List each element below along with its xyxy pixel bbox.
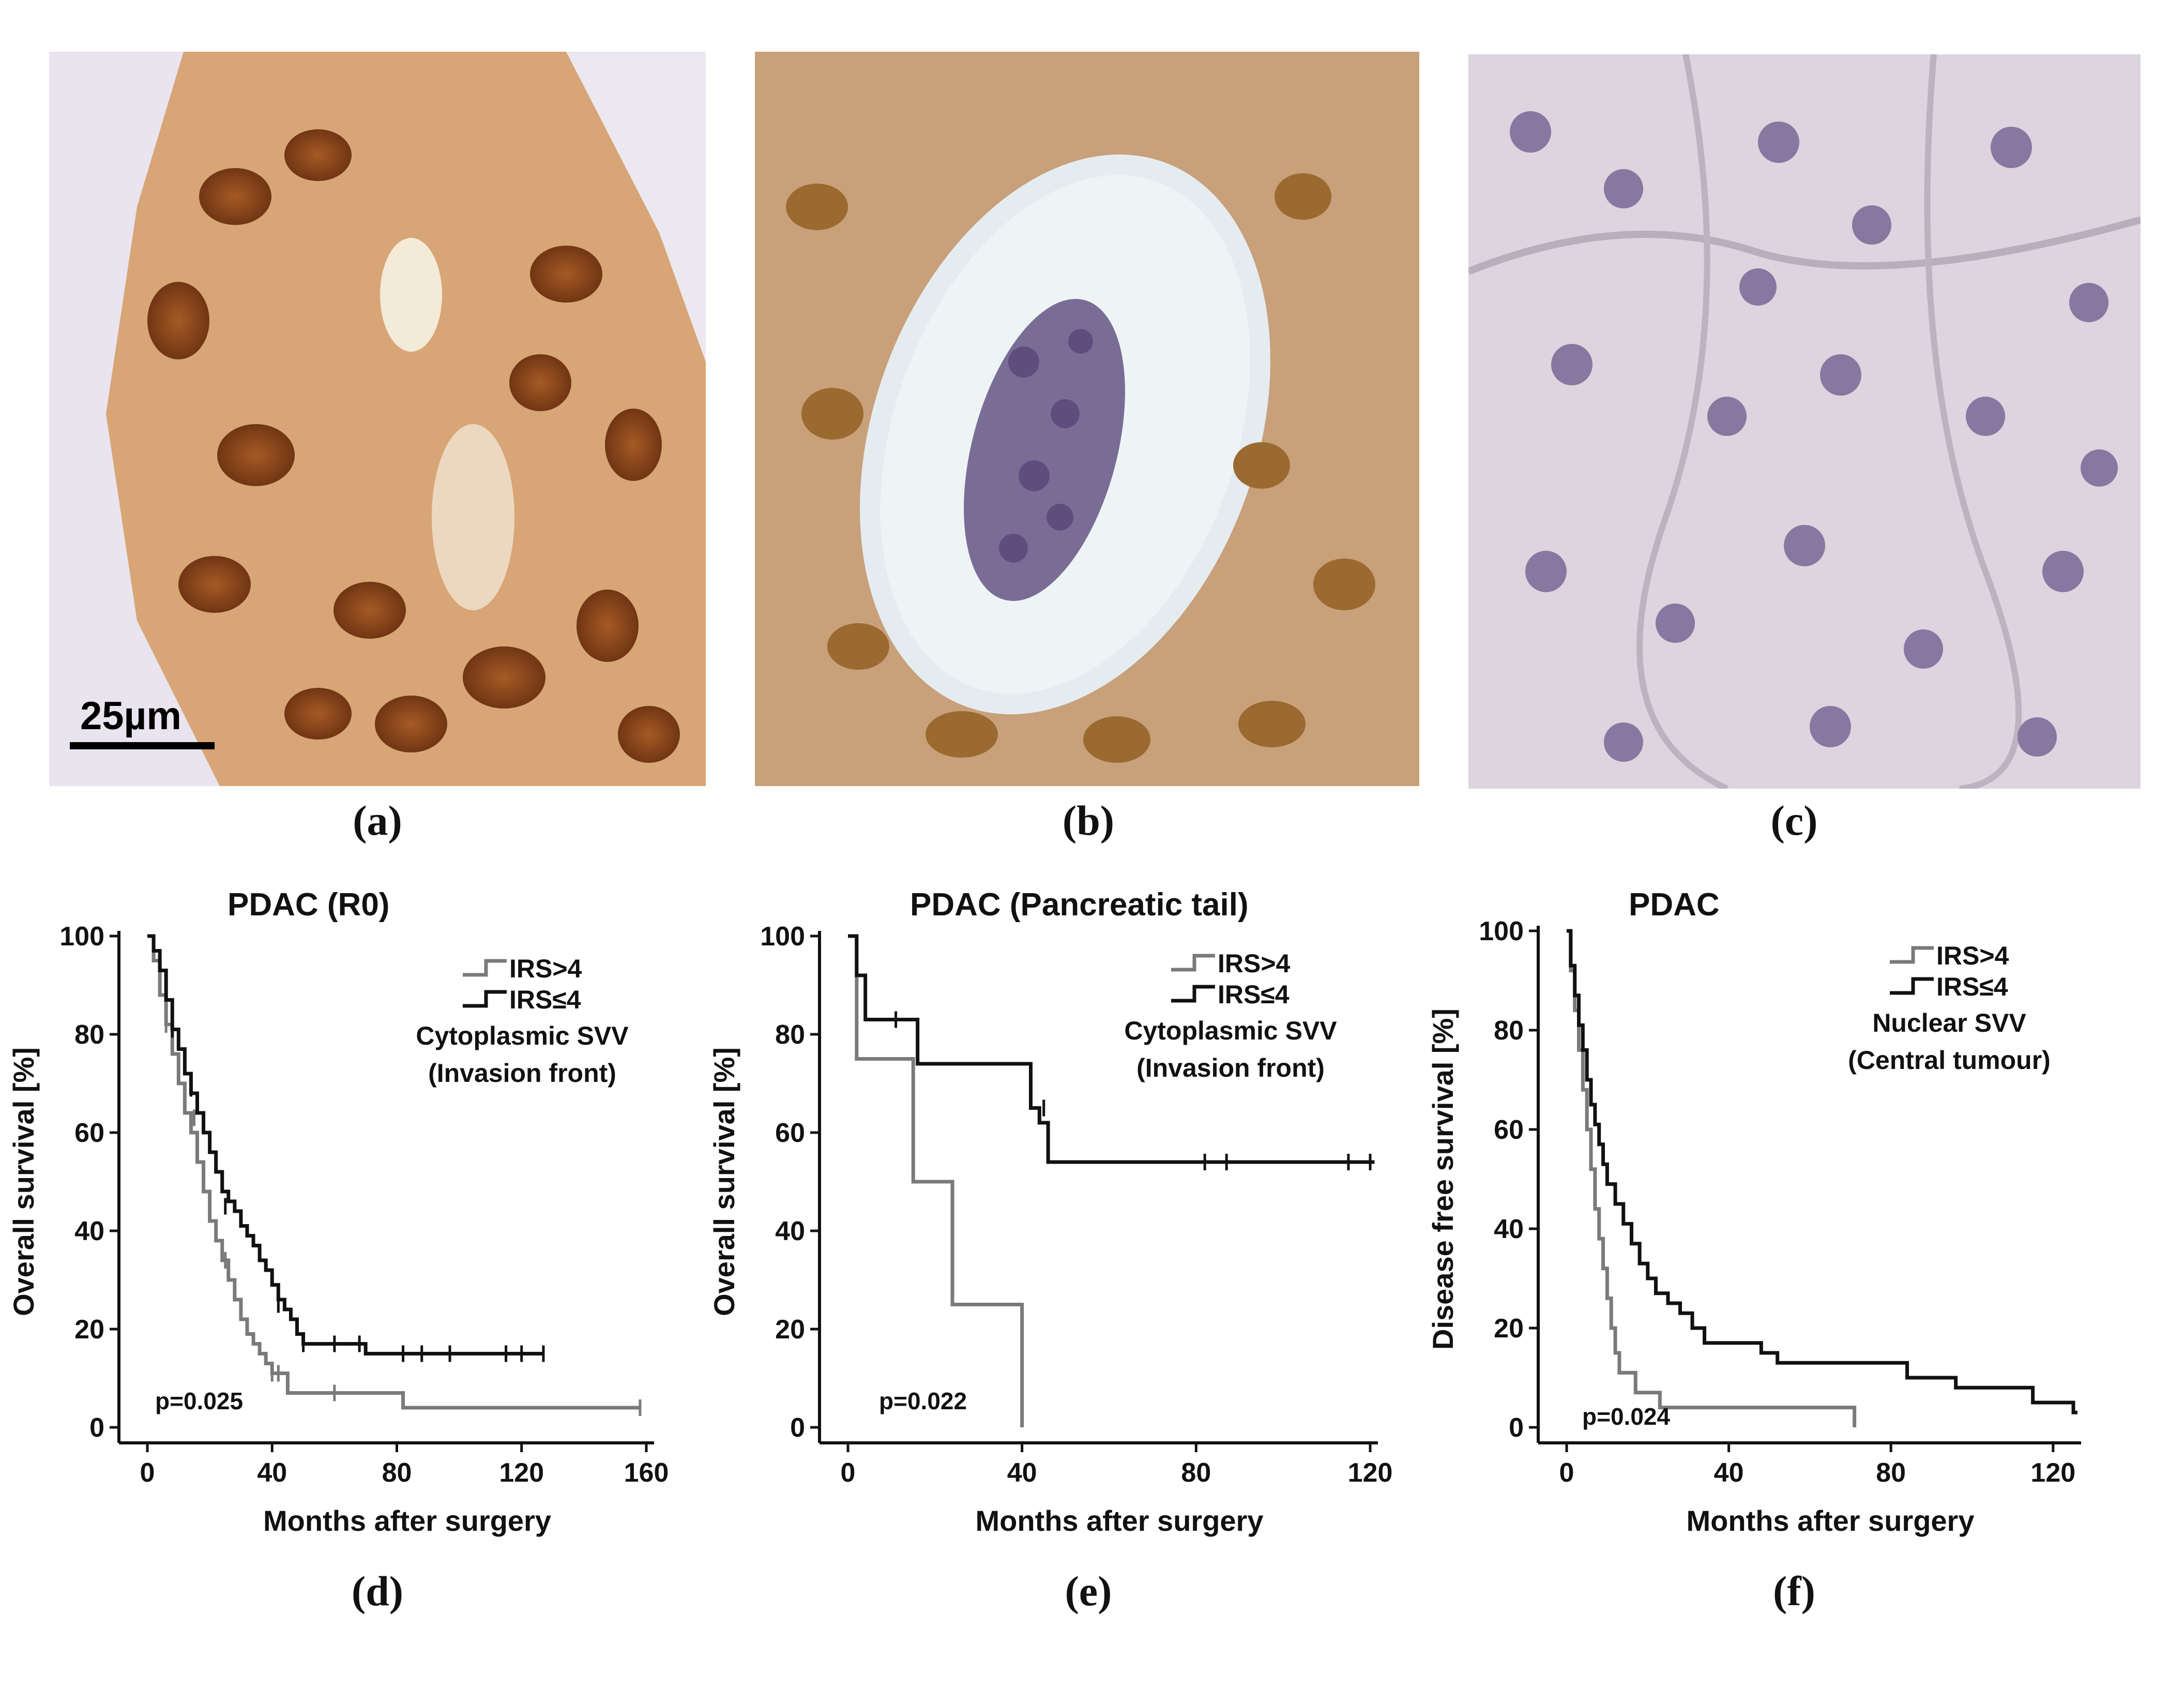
legend-subtitle: (Central tumour) bbox=[1848, 1046, 2051, 1075]
series-line-high bbox=[1567, 929, 1857, 1427]
panel-label-b: (b) bbox=[1062, 797, 1115, 844]
x-axis-label: Months after surgery bbox=[976, 1504, 1264, 1537]
legend-swatch-low bbox=[1890, 977, 1934, 995]
x-axis-label: Months after surgery bbox=[263, 1504, 551, 1537]
legend-label-high: IRS>4 bbox=[1218, 949, 1291, 978]
panel-label-a: (a) bbox=[353, 797, 402, 844]
legend-subtitle: Nuclear SVV bbox=[1872, 1008, 2026, 1037]
x-tick-label: 80 bbox=[382, 1458, 412, 1488]
scale-bar-label: 25µm bbox=[80, 694, 181, 738]
series-line-high bbox=[848, 934, 1024, 1427]
series-line-low bbox=[1567, 929, 2077, 1414]
micrograph-b bbox=[755, 52, 1419, 786]
p-value: p=0.022 bbox=[879, 1388, 967, 1414]
y-tick-label: 60 bbox=[1494, 1115, 1524, 1145]
y-axis-label: Overall survival [%] bbox=[7, 1047, 40, 1316]
y-tick-label: 40 bbox=[1494, 1214, 1524, 1244]
legend-swatch-high bbox=[1171, 954, 1215, 972]
chart-2: PDAC 0 20 40 60 80 100 0 40 80 120 Months after sur… bbox=[1427, 887, 2081, 1537]
series-line-low bbox=[147, 934, 543, 1355]
y-tick-label: 100 bbox=[59, 922, 104, 952]
x-tick-label: 40 bbox=[1007, 1458, 1037, 1488]
panel-label-c: (c) bbox=[1770, 797, 1818, 844]
chart-0: PDAC (R0) 0 20 40 60 80 100 0 40 80 120 160 Months a… bbox=[7, 887, 669, 1537]
micrograph-c bbox=[1468, 54, 2141, 789]
y-tick-label: 60 bbox=[775, 1118, 805, 1148]
y-tick-label: 100 bbox=[760, 922, 805, 952]
micrograph-b-texture bbox=[755, 52, 1419, 786]
legend-subtitle: Cytoplasmic SVV bbox=[416, 1021, 629, 1050]
y-tick-label: 60 bbox=[74, 1118, 104, 1148]
chart-1: PDAC (Pancreatic tail) 0 20 40 60 80 100 0 40 80 1… bbox=[708, 887, 1392, 1537]
y-tick-label: 0 bbox=[790, 1413, 805, 1443]
x-tick-label: 40 bbox=[257, 1458, 287, 1488]
y-tick-label: 20 bbox=[775, 1315, 805, 1345]
panel-label-d: (d) bbox=[351, 1568, 404, 1615]
chart-title: PDAC bbox=[1629, 887, 1720, 923]
legend-swatch-high bbox=[1890, 946, 1934, 964]
legend-label-high: IRS>4 bbox=[1936, 941, 2009, 970]
x-tick-label: 0 bbox=[140, 1458, 155, 1488]
x-tick-label: 120 bbox=[2030, 1458, 2075, 1488]
series-line-low bbox=[848, 934, 1375, 1164]
x-axis-label: Months after surgery bbox=[1687, 1504, 1975, 1537]
x-tick-label: 120 bbox=[1348, 1458, 1393, 1488]
series-line-high bbox=[147, 934, 640, 1410]
y-tick-label: 20 bbox=[74, 1315, 104, 1345]
legend-swatch-low bbox=[463, 990, 507, 1008]
y-axis-label: Disease free survival [%] bbox=[1427, 1008, 1459, 1350]
x-tick-label: 160 bbox=[624, 1458, 669, 1488]
y-tick-label: 20 bbox=[1494, 1314, 1524, 1344]
y-tick-label: 80 bbox=[775, 1020, 805, 1050]
y-tick-label: 100 bbox=[1479, 916, 1524, 946]
panel-label-f: (f) bbox=[1773, 1568, 1815, 1615]
legend-label-low: IRS≤4 bbox=[1936, 972, 2008, 1001]
legend-label-high: IRS>4 bbox=[509, 954, 582, 983]
legend-swatch-high bbox=[463, 959, 507, 977]
micrograph-a-texture: 25µm bbox=[49, 52, 706, 786]
y-tick-label: 80 bbox=[1494, 1016, 1524, 1046]
legend-label-low: IRS≤4 bbox=[1218, 980, 1290, 1009]
chart-title: PDAC (R0) bbox=[228, 887, 389, 923]
y-tick-label: 40 bbox=[775, 1216, 805, 1246]
legend-subtitle: (Invasion front) bbox=[428, 1059, 616, 1088]
y-tick-label: 0 bbox=[89, 1413, 104, 1443]
x-tick-label: 40 bbox=[1714, 1458, 1744, 1488]
panel-label-e: (e) bbox=[1065, 1568, 1112, 1615]
legend-subtitle: Cytoplasmic SVV bbox=[1124, 1016, 1337, 1045]
x-tick-label: 120 bbox=[499, 1458, 544, 1488]
x-tick-label: 80 bbox=[1876, 1458, 1906, 1488]
y-tick-label: 40 bbox=[74, 1216, 104, 1246]
x-tick-label: 0 bbox=[841, 1458, 856, 1488]
legend-subtitle: (Invasion front) bbox=[1136, 1053, 1325, 1082]
x-tick-label: 80 bbox=[1181, 1458, 1211, 1488]
legend-label-low: IRS≤4 bbox=[509, 985, 581, 1014]
y-tick-label: 0 bbox=[1509, 1413, 1524, 1443]
legend-swatch-low bbox=[1171, 985, 1215, 1003]
p-value: p=0.024 bbox=[1582, 1403, 1670, 1430]
chart-title: PDAC (Pancreatic tail) bbox=[910, 887, 1249, 923]
y-axis-label: Overall survival [%] bbox=[708, 1047, 740, 1316]
micrograph-c-texture bbox=[1468, 54, 2141, 789]
p-value: p=0.025 bbox=[155, 1388, 243, 1414]
y-tick-label: 80 bbox=[74, 1020, 104, 1050]
micrograph-a: 25µm bbox=[49, 52, 706, 786]
x-tick-label: 0 bbox=[1559, 1458, 1574, 1488]
